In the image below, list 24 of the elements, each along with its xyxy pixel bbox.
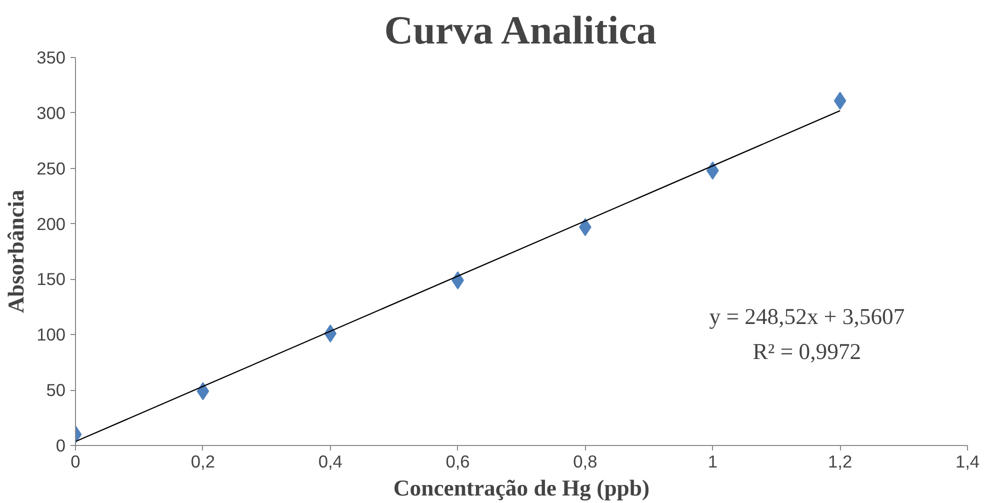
y-tick-label: 250 [36, 158, 66, 178]
annotation: y = 248,52x + 3,5607 [709, 304, 905, 330]
y-tick-label: 100 [36, 324, 66, 345]
x-tick-label: 1,4 [955, 452, 980, 472]
x-tick-label: 0 [70, 452, 80, 472]
point [834, 92, 846, 110]
y-tick-label: 0 [56, 436, 66, 456]
x-tick-label: 0,8 [573, 452, 598, 472]
point [706, 162, 719, 180]
y-tick-label: 350 [36, 48, 66, 68]
x-tick-label: 0,6 [446, 452, 470, 472]
x-tick-label: 1 [708, 452, 718, 472]
y-tick-label: 300 [36, 102, 66, 123]
chart-title: Curva Analitica [384, 8, 657, 52]
y-tick-label: 150 [36, 269, 66, 290]
x-tick-label: 0,2 [190, 452, 215, 472]
y-tick-label: 50 [46, 380, 66, 400]
x-tick-label: 1,2 [828, 452, 852, 472]
x-axis-title: Concentração de Hg (ppb) [393, 476, 650, 500]
y-tick-label: 200 [36, 214, 66, 234]
x-tick-label: 0,4 [318, 452, 343, 472]
y-axis-title: Absorbância [4, 190, 29, 314]
point [196, 382, 210, 400]
annotation: R² = 0,9972 [752, 339, 862, 364]
